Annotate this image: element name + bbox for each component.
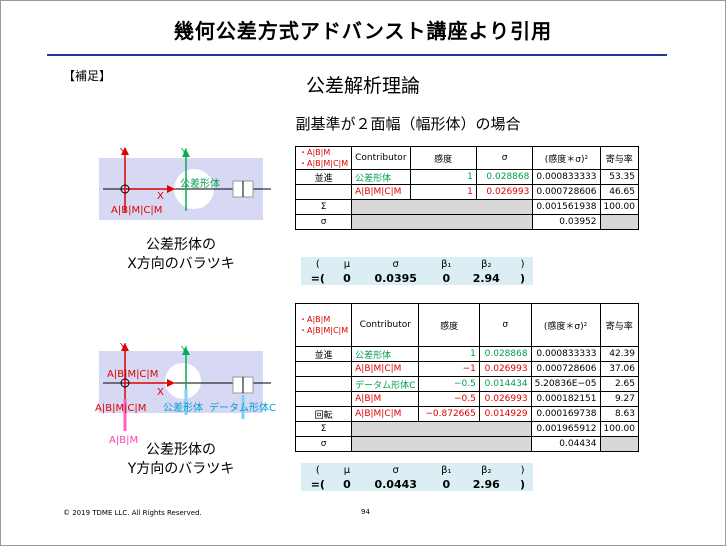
- table-row: Σ 0.001965912 100.00: [294, 421, 639, 437]
- table-row: Σ 0.001561938 100.00: [294, 199, 639, 215]
- x-axis-y-label: Y: [119, 147, 127, 158]
- table-row: A|B|M −0.5 0.026993 0.000182151 9.27: [294, 391, 639, 407]
- y-feature-label: 公差形体: [163, 401, 203, 414]
- table-row: 並進 公差形体 1 0.028868 0.000833333 53.35: [294, 169, 639, 185]
- stat-x: (μ σ β₁ β₂) =(0 0.0395 0 2.94): [301, 257, 533, 285]
- x-feature-label: 公差形体: [180, 177, 220, 190]
- table-row: σ 0.04434: [294, 436, 639, 452]
- table-row: 並進 公差形体 1 0.028868 0.000833333 42.39: [294, 346, 639, 362]
- x-axis-x-label: X: [157, 191, 164, 202]
- y-datum-label: データム形体C: [209, 401, 276, 414]
- table-row: 回転 A|B|M|C|M −0.872665 0.014929 0.000169738 8…: [294, 406, 639, 422]
- svg-text:Y: Y: [180, 345, 188, 356]
- copyright: © 2019 TDME LLC. All Rights Reserved.: [63, 509, 202, 517]
- diagram-x-drawing: Y Y X 公差形体 A|B|M|C|M: [103, 147, 271, 216]
- y-ab-label: A|B|M: [109, 435, 138, 446]
- slide-title: 幾何公差方式アドバンスト講座より引用: [173, 19, 553, 43]
- svg-text:Y: Y: [119, 342, 127, 353]
- supplement-note: 【補足】: [63, 69, 112, 83]
- table-row: データム形体C −0.5 0.014434 5.20836E−05 2.65: [294, 376, 639, 392]
- table-row: A|B|M|C|M 1 0.026993 0.000728606 46.65: [294, 184, 639, 200]
- table-y: ・A|B|M ・A|B|M|C|M Contributor 感度 σ (感度＊σ)…: [294, 303, 639, 452]
- caption-x: 公差形体の X方向のバラツキ: [127, 237, 235, 272]
- title-rule: [47, 54, 667, 56]
- diagram-y-drawing: Y Y X A|B|M|C|M A|B|M|C|M 公差形体 データム形体C A…: [95, 342, 276, 446]
- page-number: 94: [361, 508, 370, 516]
- y-abcm-lower: A|B|M|C|M: [95, 403, 146, 414]
- x-abcm-label: A|B|M|C|M: [111, 205, 162, 216]
- caption-y: 公差形体の Y方向のバラツキ: [127, 442, 235, 477]
- svg-text:X: X: [157, 387, 164, 398]
- section-subtitle: 副基準が２面幅（幅形体）の場合: [295, 115, 521, 133]
- table-x: ・A|B|M ・A|B|M|C|M Contributor 感度 σ (感度＊σ)…: [294, 146, 639, 230]
- x-axis-green-y: Y: [180, 147, 188, 158]
- section-heading: 公差解析理論: [305, 75, 420, 97]
- table-row: A|B|M|C|M −1 0.026993 0.000728606 37.06: [294, 361, 639, 377]
- table-row: σ 0.03952: [294, 214, 639, 230]
- stat-y: (μ σ β₁ β₂) =(0 0.0443 0 2.96): [301, 463, 533, 491]
- y-abcm-upper: A|B|M|C|M: [107, 369, 158, 380]
